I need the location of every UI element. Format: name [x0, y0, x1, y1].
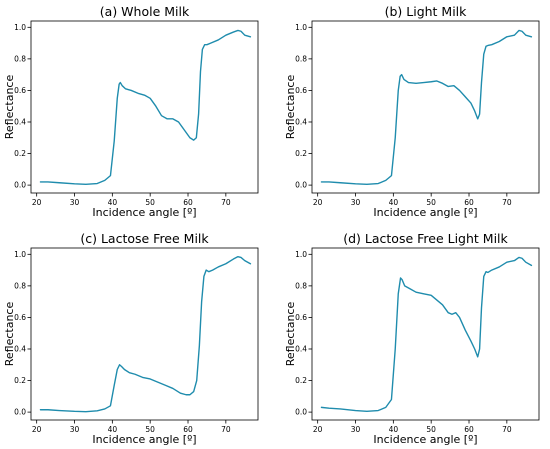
- x-axis-label: Incidence angle [º]: [92, 206, 196, 219]
- panel-title: (d) Lactose Free Light Milk: [343, 231, 508, 246]
- y-tick-label: 0.2: [14, 376, 26, 385]
- panel-title: (a) Whole Milk: [100, 4, 190, 19]
- axes: 20 30 40 50 60 70 0.0 0.2 0.4 0.6 0.8 1.0: [14, 247, 259, 434]
- x-tick-label: 40: [389, 198, 399, 207]
- y-tick-label: 1.0: [295, 23, 307, 32]
- x-tick-label: 30: [70, 425, 80, 434]
- y-tick-label: 0.6: [295, 86, 307, 95]
- y-tick-label: 0.8: [295, 281, 307, 290]
- axes: 20 30 40 50 60 70 0.0 0.2 0.4 0.6 0.8 1.0: [295, 247, 540, 434]
- x-tick-label: 60: [183, 198, 193, 207]
- x-tick-label: 60: [464, 425, 474, 434]
- y-tick-label: 0.6: [14, 313, 26, 322]
- plot-frame: [311, 20, 540, 194]
- axes: 20 30 40 50 60 70 0.0 0.2 0.4 0.6 0.8 1.0: [295, 20, 540, 207]
- y-axis-label: Reflectance: [3, 75, 16, 140]
- x-tick-label: 20: [32, 198, 42, 207]
- x-tick-label: 70: [221, 425, 231, 434]
- y-tick-label: 1.0: [14, 250, 26, 259]
- x-tick-label: 30: [351, 198, 361, 207]
- x-tick-label: 30: [351, 425, 361, 434]
- x-tick-label: 30: [70, 198, 80, 207]
- y-tick-label: 0.0: [14, 181, 26, 190]
- y-tick-label: 0.4: [295, 118, 307, 127]
- y-tick-label: 0.2: [295, 376, 307, 385]
- x-axis-label: Incidence angle [º]: [373, 433, 477, 446]
- y-axis-label: Reflectance: [284, 302, 297, 367]
- y-tick-label: 0.8: [14, 54, 26, 63]
- plot-frame: [30, 20, 259, 194]
- x-tick-label: 40: [108, 425, 118, 434]
- y-tick-label: 1.0: [14, 23, 26, 32]
- x-tick-label: 40: [108, 198, 118, 207]
- y-tick-label: 0.0: [295, 408, 307, 417]
- x-tick-label: 70: [221, 198, 231, 207]
- series-line: [320, 29, 533, 186]
- panel-title: (c) Lactose Free Milk: [80, 231, 209, 246]
- y-tick-label: 0.8: [14, 281, 26, 290]
- x-tick-label: 50: [426, 425, 436, 434]
- y-axis-label: Reflectance: [284, 75, 297, 140]
- x-tick-label: 70: [502, 198, 512, 207]
- y-tick-label: 0.8: [295, 54, 307, 63]
- x-tick-label: 40: [389, 425, 399, 434]
- axes: 20 30 40 50 60 70 0.0 0.2 0.4 0.6 0.8 1.0: [14, 20, 259, 207]
- y-tick-label: 0.2: [295, 149, 307, 158]
- x-tick-label: 60: [183, 425, 193, 434]
- y-axis-label: Reflectance: [3, 302, 16, 367]
- x-tick-label: 20: [32, 425, 42, 434]
- plot-frame: [311, 247, 540, 421]
- x-tick-label: 50: [426, 198, 436, 207]
- x-axis-label: Incidence angle [º]: [373, 206, 477, 219]
- plot-frame: [30, 247, 259, 421]
- x-tick-label: 20: [313, 198, 323, 207]
- panel-b: (b) Light Milk 20 30 40 50 60 70 0.0 0.2 0.4 0.6 0…: [284, 4, 540, 219]
- panel-title: (b) Light Milk: [385, 4, 468, 19]
- x-axis-label: Incidence angle [º]: [92, 433, 196, 446]
- x-tick-label: 70: [502, 425, 512, 434]
- y-tick-label: 0.6: [295, 313, 307, 322]
- y-tick-label: 0.4: [14, 118, 26, 127]
- panel-d: (d) Lactose Free Light Milk 20 30 40 50 60 70…: [284, 231, 540, 446]
- panel-a: (a) Whole Milk 20 30 40 50 60 70 0.0 0.2 0.4 0.6 0…: [3, 4, 259, 219]
- y-tick-label: 1.0: [295, 250, 307, 259]
- x-tick-label: 20: [313, 425, 323, 434]
- series-line: [39, 29, 252, 186]
- panel-c: (c) Lactose Free Milk 20 30 40 50 60 70 0.0 0.2…: [3, 231, 259, 446]
- series-line: [320, 256, 533, 413]
- y-tick-label: 0.2: [14, 149, 26, 158]
- series-line: [39, 255, 252, 413]
- x-tick-label: 60: [464, 198, 474, 207]
- x-tick-label: 50: [145, 198, 155, 207]
- y-tick-label: 0.0: [14, 408, 26, 417]
- y-tick-label: 0.4: [295, 345, 307, 354]
- y-tick-label: 0.4: [14, 345, 26, 354]
- y-tick-label: 0.0: [295, 181, 307, 190]
- x-tick-label: 50: [145, 425, 155, 434]
- y-tick-label: 0.6: [14, 86, 26, 95]
